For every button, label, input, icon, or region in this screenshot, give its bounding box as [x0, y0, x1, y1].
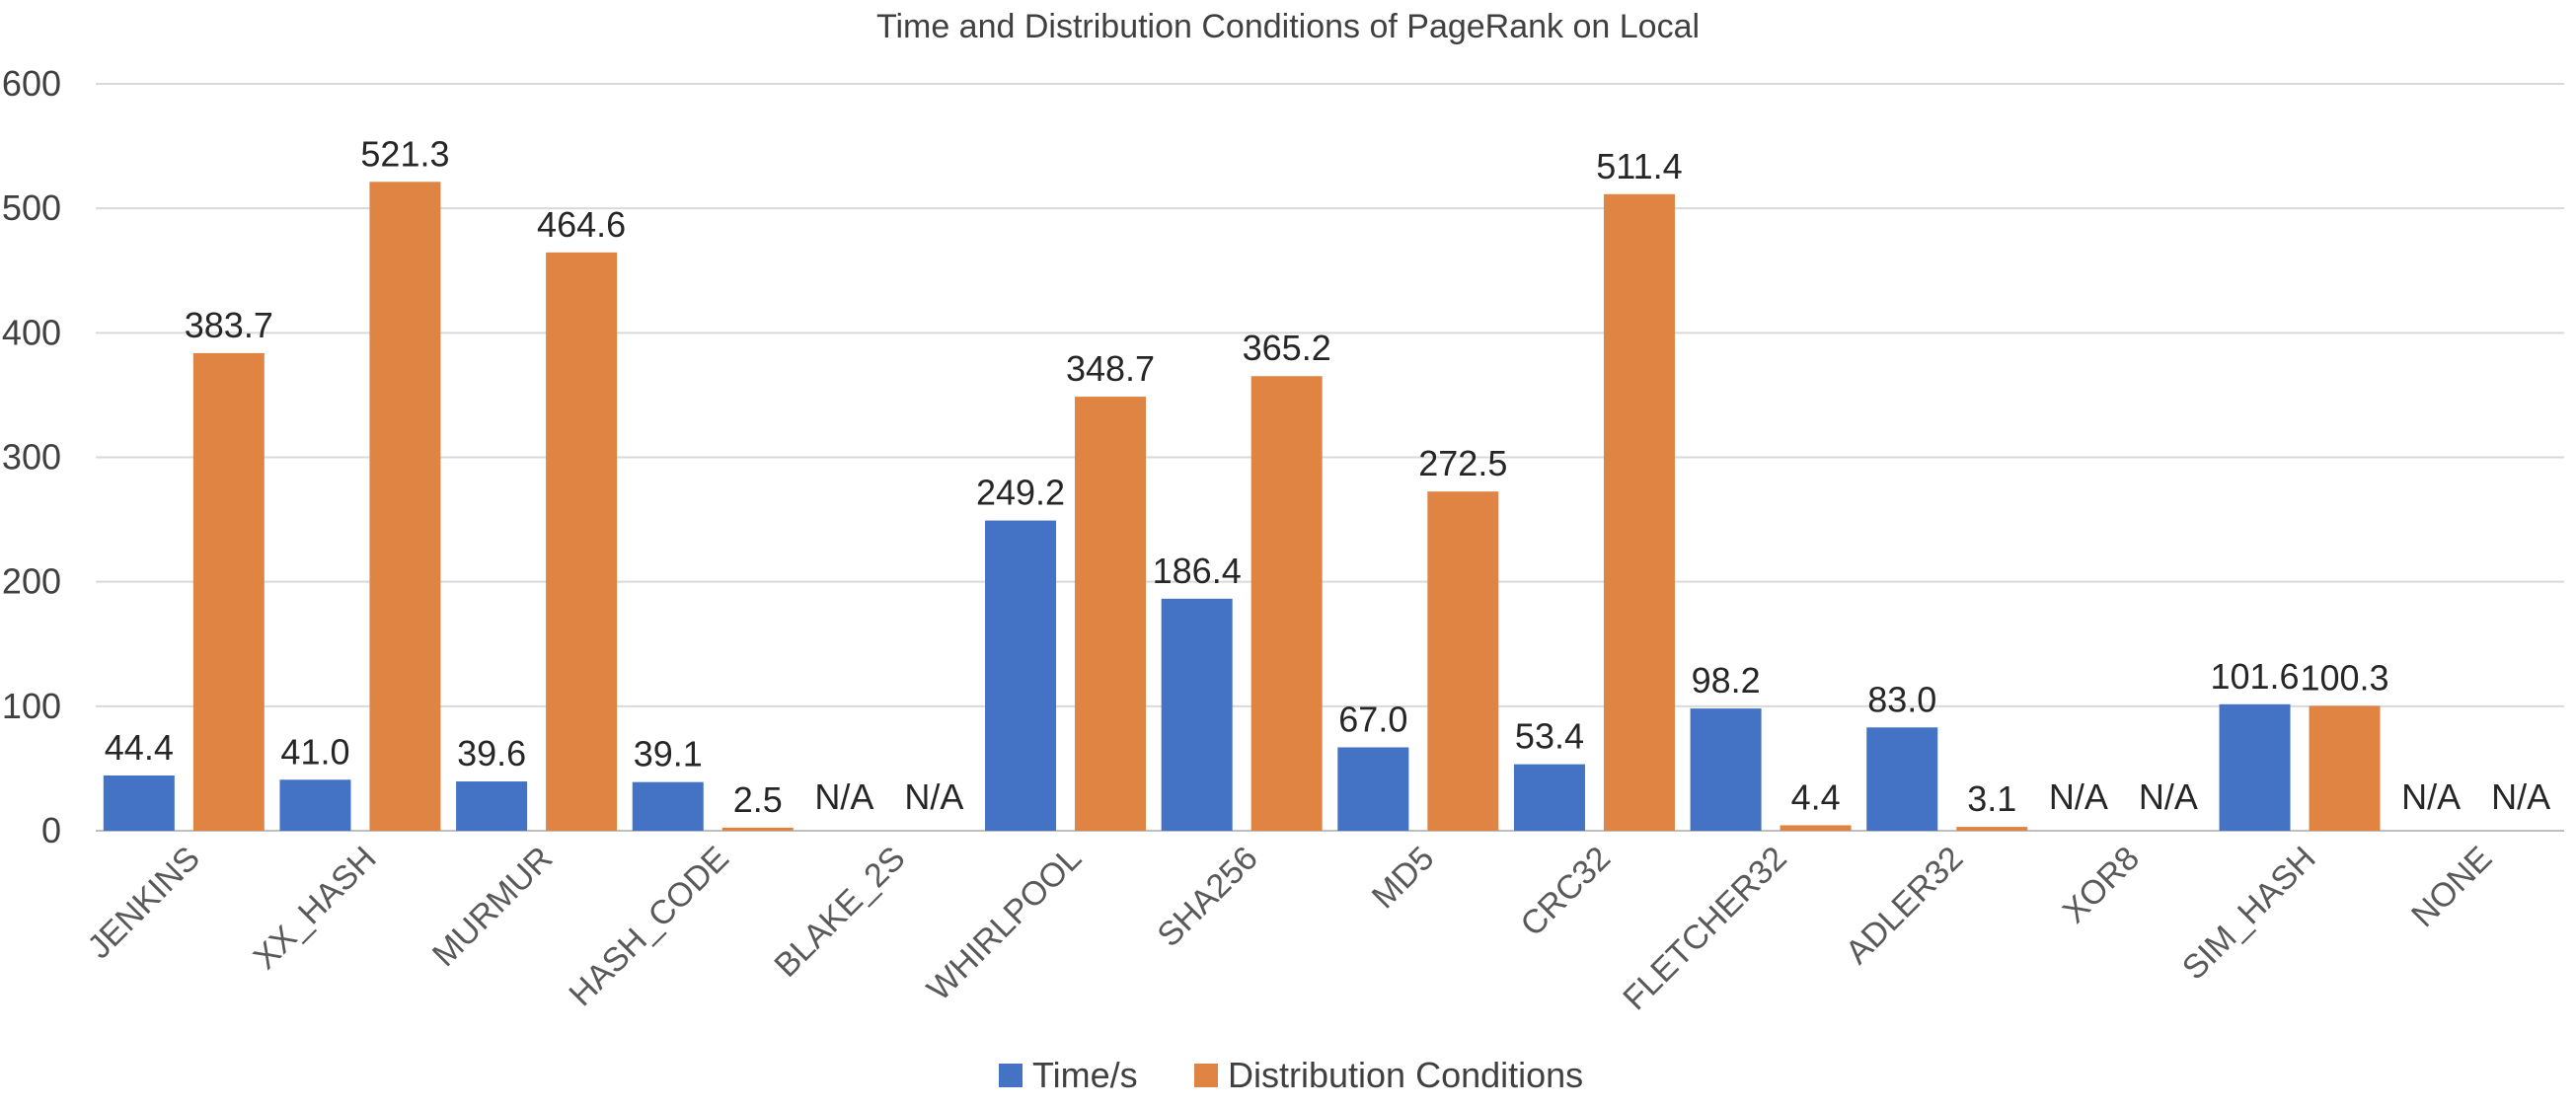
x-tick-label: HASH_CODE	[562, 840, 736, 1014]
y-tick-label: 300	[2, 437, 61, 478]
bar	[985, 520, 1057, 831]
x-tick-label: WHIRLPOOL	[920, 840, 1089, 1008]
x-tick-label: NONE	[2404, 840, 2499, 934]
data-label: 67.0	[1338, 699, 1407, 739]
bar	[1866, 727, 1938, 831]
y-axis-ticks: 0 100 200 300 400 500 600	[2, 63, 61, 850]
bar	[1780, 825, 1852, 831]
data-label: 101.6	[2210, 656, 2299, 697]
bar	[1427, 491, 1499, 831]
legend-swatch	[999, 1064, 1023, 1087]
bar	[1956, 827, 2028, 831]
legend-label: Distribution Conditions	[1228, 1055, 1583, 1095]
bar	[192, 352, 265, 831]
data-label: 383.7	[185, 305, 273, 345]
data-label: 249.2	[976, 473, 1065, 513]
legend-swatch	[1194, 1064, 1218, 1087]
gridlines	[96, 83, 2564, 832]
x-tick-label: SHA256	[1150, 840, 1264, 954]
data-label: 521.3	[360, 133, 449, 174]
y-tick-label: 100	[2, 686, 61, 726]
data-label: 98.2	[1692, 660, 1761, 701]
y-tick-label: 0	[41, 810, 61, 850]
bar	[279, 779, 351, 831]
bar	[1161, 598, 1233, 831]
y-tick-label: 200	[2, 561, 61, 602]
bars	[103, 182, 2381, 832]
bar	[1250, 376, 1323, 831]
x-tick-label: JENKINS	[81, 840, 207, 966]
y-tick-label: 400	[2, 312, 61, 352]
data-label: 272.5	[1418, 443, 1507, 483]
data-labels: 44.4 383.7 41.0 521.3 39.6 464.6 39.1 2.5 N/A N/A…	[105, 133, 2550, 820]
data-label: 186.4	[1153, 551, 1242, 591]
y-tick-label: 600	[2, 63, 61, 104]
data-label: 41.0	[280, 731, 349, 772]
chart-title: Time and Distribution Conditions of Page…	[876, 8, 1700, 45]
bar	[632, 781, 704, 831]
data-label: 348.7	[1066, 348, 1155, 389]
bar	[2219, 703, 2291, 831]
data-label: N/A	[2491, 776, 2550, 817]
data-label: 39.6	[457, 733, 526, 774]
bar	[1337, 747, 1409, 831]
x-axis-ticks: JENKINS XX_HASH MURMUR HASH_CODE BLAKE_2S WHI…	[81, 840, 2500, 1018]
data-label: 511.4	[1596, 146, 1682, 186]
data-label: 53.4	[1515, 716, 1584, 757]
data-label: N/A	[2049, 776, 2108, 817]
bar	[1603, 193, 1675, 831]
data-label: 44.4	[105, 727, 174, 768]
x-tick-label: MD5	[1365, 840, 1442, 917]
x-tick-label: XX_HASH	[247, 840, 384, 977]
data-label: 4.4	[1791, 776, 1841, 817]
x-tick-label: BLAKE_2S	[767, 840, 912, 985]
bar	[1690, 708, 1762, 831]
bar	[1075, 397, 1147, 831]
bar	[369, 182, 441, 832]
data-label: 2.5	[733, 779, 783, 820]
x-tick-label: FLETCHER32	[1616, 840, 1794, 1018]
bar	[103, 775, 175, 831]
data-label: N/A	[2401, 776, 2461, 817]
data-label: 39.1	[634, 734, 703, 775]
data-label: 365.2	[1243, 328, 1331, 368]
x-tick-label: CRC32	[1513, 840, 1618, 944]
data-label: N/A	[2139, 776, 2198, 817]
data-label: N/A	[814, 776, 873, 817]
data-label: N/A	[904, 776, 963, 817]
x-tick-label: MURMUR	[425, 840, 560, 974]
data-label: 464.6	[537, 204, 626, 245]
x-tick-label: ADLER32	[1839, 840, 1971, 972]
data-label: 100.3	[2300, 657, 2388, 698]
bar	[1513, 764, 1585, 831]
legend-label: Time/s	[1032, 1055, 1138, 1095]
x-tick-label: XOR8	[2056, 840, 2147, 930]
legend: Time/s Distribution Conditions	[999, 1055, 1583, 1095]
bar	[2309, 705, 2381, 831]
data-label: 83.0	[1867, 679, 1936, 719]
bar	[721, 827, 794, 831]
bar	[456, 781, 528, 831]
x-tick-label: SIM_HASH	[2175, 840, 2323, 988]
bar	[546, 252, 618, 832]
data-label: 3.1	[1967, 778, 2016, 819]
y-tick-label: 500	[2, 187, 61, 228]
